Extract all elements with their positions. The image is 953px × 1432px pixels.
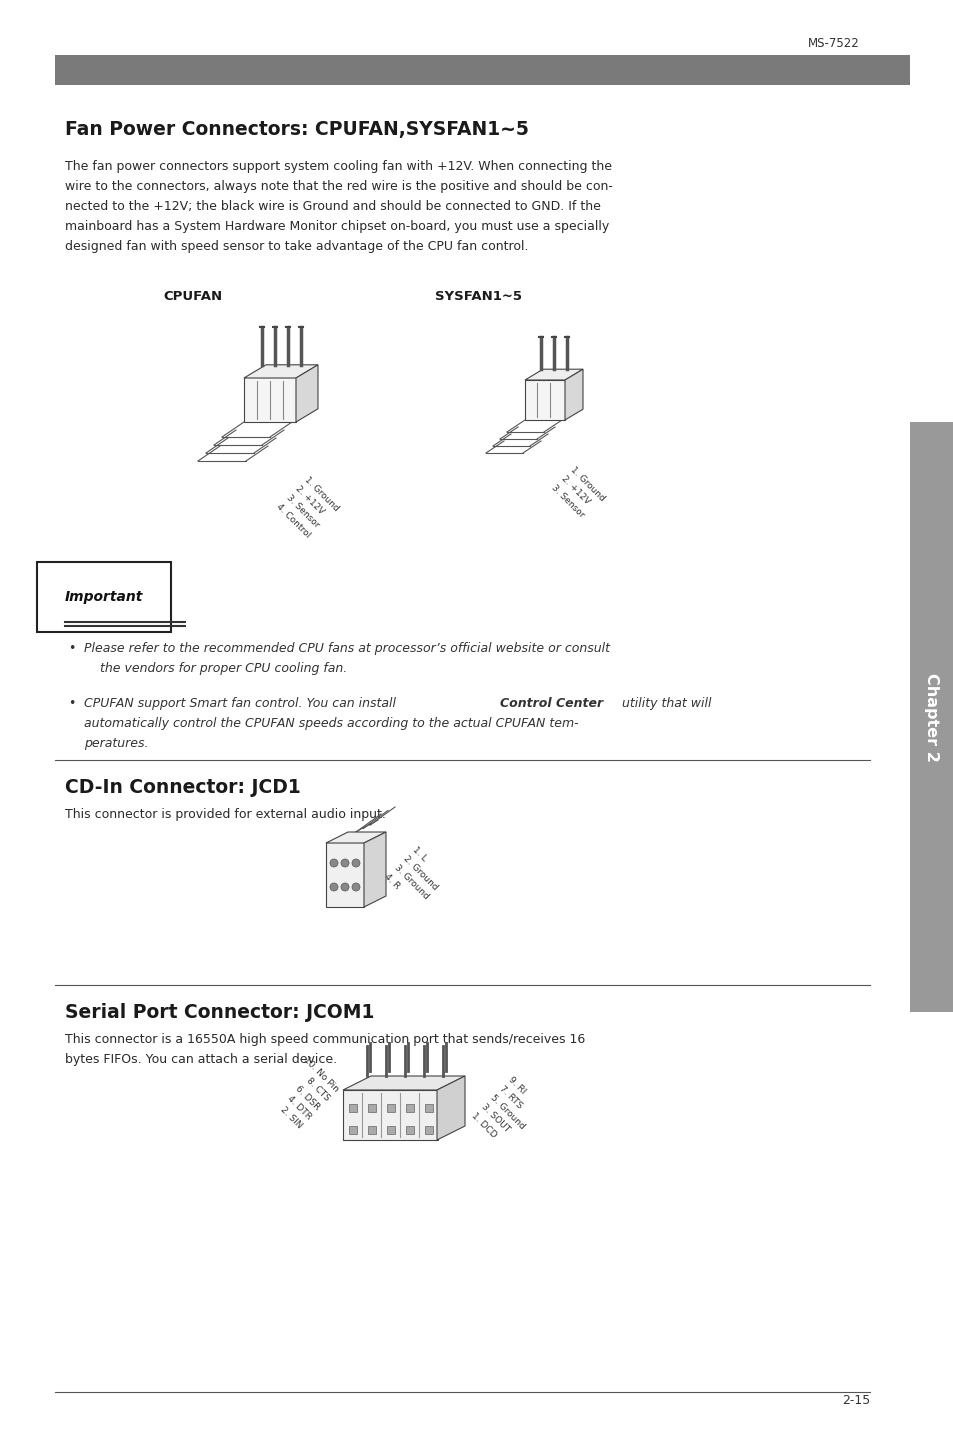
Text: MS-7522: MS-7522	[807, 37, 859, 50]
Bar	[349, 1104, 356, 1113]
Polygon shape	[326, 832, 386, 843]
Text: 9. RI
7. RTS
5. Ground
3. SOUT
1. DCD: 9. RI 7. RTS 5. Ground 3. SOUT 1. DCD	[470, 1075, 544, 1150]
Text: Serial Port Connector: JCOM1: Serial Port Connector: JCOM1	[65, 1002, 374, 1022]
Bar	[387, 1104, 395, 1113]
Bar	[326, 842, 364, 906]
Circle shape	[330, 884, 337, 891]
Text: •: •	[68, 642, 75, 654]
Text: 10. No Pin
8. CTS
6. DSR
4. DTR
2. SIN: 10. No Pin 8. CTS 6. DSR 4. DTR 2. SIN	[265, 1055, 339, 1130]
Text: Please refer to the recommended CPU fans at processor’s official website or cons: Please refer to the recommended CPU fans…	[84, 642, 609, 654]
Text: designed fan with speed sensor to take advantage of the CPU fan control.: designed fan with speed sensor to take a…	[65, 241, 528, 253]
Text: peratures.: peratures.	[84, 737, 149, 750]
Circle shape	[330, 859, 337, 866]
Bar	[55, 54, 909, 84]
Bar	[244, 377, 295, 422]
Polygon shape	[364, 832, 386, 906]
Text: the vendors for proper CPU cooling fan.: the vendors for proper CPU cooling fan.	[84, 662, 347, 674]
Text: automatically control the CPUFAN speeds according to the actual CPUFAN tem-: automatically control the CPUFAN speeds …	[84, 717, 578, 730]
Circle shape	[340, 884, 349, 891]
Bar	[524, 379, 564, 420]
Polygon shape	[524, 369, 582, 379]
Bar	[349, 1126, 356, 1134]
Text: wire to the connectors, always note that the red wire is the positive and should: wire to the connectors, always note that…	[65, 180, 612, 193]
Text: 2-15: 2-15	[841, 1393, 869, 1408]
Text: 1. Ground
2. +12V
3. Sensor
4. Control: 1. Ground 2. +12V 3. Sensor 4. Control	[274, 475, 340, 540]
Polygon shape	[244, 365, 317, 378]
Polygon shape	[295, 365, 317, 422]
Text: •: •	[68, 697, 75, 710]
Polygon shape	[343, 1075, 464, 1090]
Text: SYSFAN1~5: SYSFAN1~5	[435, 291, 521, 304]
Text: utility that will: utility that will	[618, 697, 711, 710]
Text: bytes FIFOs. You can attach a serial device.: bytes FIFOs. You can attach a serial dev…	[65, 1053, 336, 1065]
Text: CPUFAN: CPUFAN	[163, 291, 222, 304]
Text: 1. Ground
2. +12V
3. Sensor: 1. Ground 2. +12V 3. Sensor	[550, 465, 605, 521]
Text: The fan power connectors support system cooling fan with +12V. When connecting t: The fan power connectors support system …	[65, 160, 612, 173]
Circle shape	[352, 859, 359, 866]
Text: mainboard has a System Hardware Monitor chipset on-board, you must use a special: mainboard has a System Hardware Monitor …	[65, 221, 609, 233]
Text: nected to the +12V; the black wire is Ground and should be connected to GND. If : nected to the +12V; the black wire is Gr…	[65, 200, 600, 213]
Text: CD-In Connector: JCD1: CD-In Connector: JCD1	[65, 778, 300, 798]
Text: Important: Important	[65, 590, 143, 604]
Text: Chapter 2: Chapter 2	[923, 673, 939, 762]
Bar	[368, 1104, 375, 1113]
Bar	[368, 1126, 375, 1134]
Text: 1. L
2. Ground
3. Ground
4. R: 1. L 2. Ground 3. Ground 4. R	[382, 845, 448, 911]
Bar	[424, 1104, 433, 1113]
Text: CPUFAN support Smart fan control. You can install: CPUFAN support Smart fan control. You ca…	[84, 697, 399, 710]
Text: This connector is provided for external audio input.: This connector is provided for external …	[65, 808, 385, 821]
Bar	[387, 1126, 395, 1134]
Bar	[343, 1090, 437, 1140]
Polygon shape	[436, 1075, 464, 1140]
Circle shape	[352, 884, 359, 891]
Polygon shape	[564, 369, 582, 420]
Text: This connector is a 16550A high speed communication port that sends/receives 16: This connector is a 16550A high speed co…	[65, 1032, 584, 1045]
Text: Fan Power Connectors: CPUFAN,SYSFAN1~5: Fan Power Connectors: CPUFAN,SYSFAN1~5	[65, 120, 528, 139]
Bar	[406, 1104, 414, 1113]
Bar	[424, 1126, 433, 1134]
Text: Control Center: Control Center	[499, 697, 602, 710]
Bar	[406, 1126, 414, 1134]
Bar	[909, 422, 953, 1012]
Circle shape	[340, 859, 349, 866]
